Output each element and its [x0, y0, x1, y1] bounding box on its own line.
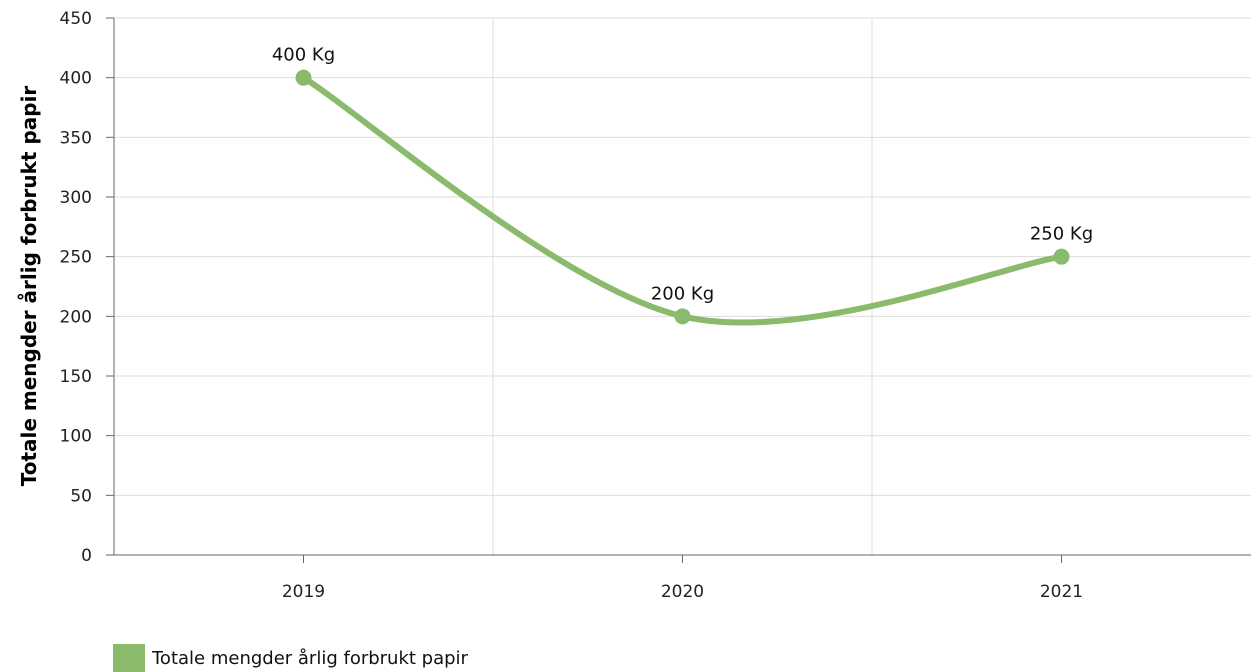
x-tick-label-2019: 2019 — [282, 582, 325, 602]
data-point-2021 — [1053, 248, 1070, 265]
data-point-2020 — [674, 308, 691, 325]
gridlines — [114, 17, 1251, 555]
y-axis-ticks: 0 50 100 150 200 250 300 350 400 450 — [60, 9, 114, 566]
y-tick-label-300: 300 — [60, 188, 92, 208]
legend-label: Totale mengder årlig forbrukt papir — [152, 647, 468, 669]
data-label-2019: 400 Kg — [272, 45, 335, 66]
y-tick-label-0: 0 — [81, 546, 92, 566]
y-tick-label-450: 450 — [60, 9, 92, 29]
y-tick-label-50: 50 — [70, 486, 92, 506]
legend-swatch — [113, 644, 145, 672]
y-tick-label-150: 150 — [60, 367, 92, 387]
data-point-2019 — [295, 69, 312, 86]
y-tick-label-350: 350 — [60, 128, 92, 148]
series-layer: 400 Kg 200 Kg 250 Kg — [272, 45, 1093, 326]
data-label-2021: 250 Kg — [1030, 224, 1093, 245]
data-label-2020: 200 Kg — [651, 283, 714, 304]
y-tick-label-400: 400 — [60, 69, 92, 89]
x-tick-label-2020: 2020 — [661, 582, 704, 602]
y-tick-label-250: 250 — [60, 248, 92, 268]
x-axis-ticks: 2019 2020 2021 — [282, 555, 1083, 602]
y-tick-label-200: 200 — [60, 307, 92, 327]
y-axis-title: Totale mengder årlig forbrukt papir — [17, 86, 41, 487]
y-tick-label-100: 100 — [60, 427, 92, 447]
x-tick-label-2021: 2021 — [1040, 582, 1083, 602]
legend: Totale mengder årlig forbrukt papir — [113, 644, 468, 672]
